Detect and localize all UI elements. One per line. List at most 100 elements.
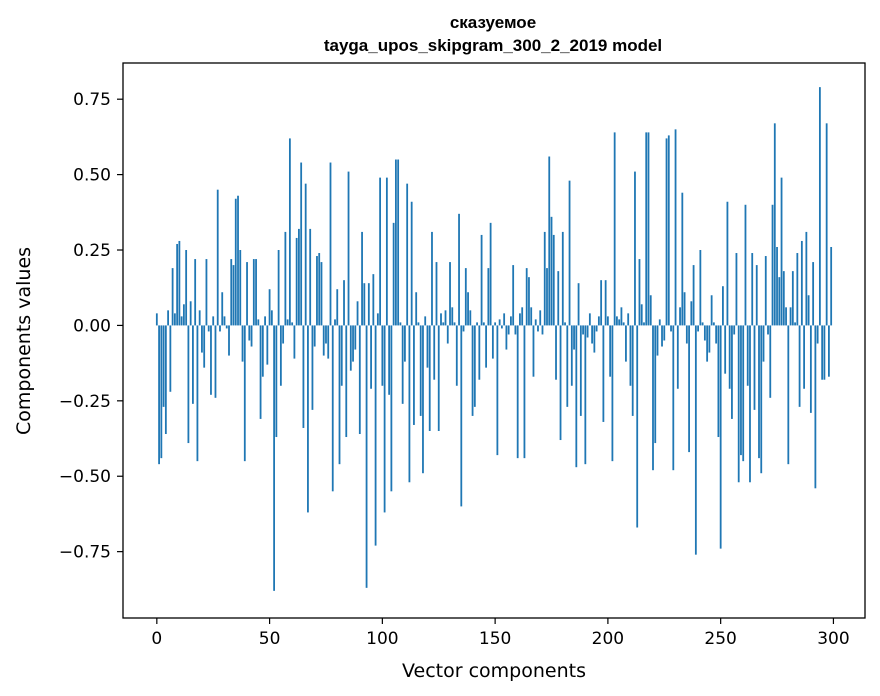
bar: [363, 283, 366, 326]
bar: [652, 325, 654, 471]
bar: [424, 316, 427, 326]
y-tick-label: −0.75: [59, 543, 111, 563]
y-tick-label: 0.00: [73, 316, 111, 336]
bar: [399, 322, 402, 326]
bar: [629, 325, 632, 386]
bar: [672, 325, 675, 471]
bar: [336, 289, 339, 326]
bar: [365, 325, 368, 588]
bar: [473, 325, 476, 407]
bar: [523, 325, 526, 459]
y-axis-ticks: −0.75 −0.50 −0.25 0.00 0.25 0.50 0.75: [59, 90, 123, 563]
x-axis-ticks: 0 50 100 150 200 250 300: [151, 618, 850, 649]
bar: [460, 325, 463, 507]
y-axis-label: Components values: [13, 247, 35, 435]
bar: [737, 325, 740, 483]
bar: [325, 325, 327, 344]
bar: [555, 325, 557, 380]
bar: [194, 259, 197, 326]
bar: [189, 301, 192, 326]
bar: [288, 138, 291, 326]
bar: [740, 325, 742, 456]
bar: [198, 310, 201, 326]
bar: [708, 325, 711, 353]
bar: [828, 325, 830, 377]
bar: [410, 201, 413, 326]
bar: [388, 325, 391, 395]
bar: [164, 325, 167, 435]
bar: [717, 325, 720, 438]
bar: [751, 253, 754, 326]
bar: [216, 189, 219, 326]
bar: [618, 319, 621, 326]
bar: [221, 292, 224, 326]
bar: [482, 322, 485, 326]
bar: [223, 316, 226, 326]
bar: [744, 204, 747, 326]
bar: [507, 325, 510, 335]
bar: [255, 259, 257, 326]
bar: [602, 325, 605, 422]
bar: [228, 325, 230, 356]
bar: [800, 240, 803, 326]
bar: [728, 325, 731, 389]
chart-subtitle: tayga_upos_skipgram_300_2_2019 model: [324, 36, 662, 55]
bar: [356, 301, 359, 326]
bar: [489, 222, 492, 326]
bar: [543, 231, 546, 326]
bar: [241, 325, 244, 362]
bar: [372, 274, 375, 326]
bar: [780, 177, 783, 326]
bar: [577, 283, 580, 326]
bar: [383, 325, 386, 513]
bar: [818, 87, 821, 326]
bar: [392, 222, 395, 326]
bar: [548, 156, 551, 326]
bar: [703, 325, 706, 341]
bar: [318, 253, 321, 326]
bar: [573, 325, 575, 350]
bar: [561, 231, 564, 326]
bar: [546, 268, 548, 326]
bar: [417, 322, 420, 326]
bar: [503, 313, 506, 326]
bar: [658, 319, 661, 326]
bar: [173, 313, 176, 326]
bar: [638, 259, 641, 326]
bar: [584, 325, 587, 465]
bar: [390, 325, 393, 492]
bar: [467, 292, 469, 326]
bar: [311, 325, 314, 410]
bar: [376, 313, 379, 326]
bar: [201, 325, 203, 353]
bar: [435, 262, 438, 326]
bar: [295, 237, 298, 326]
bar: [643, 322, 645, 326]
bar: [688, 325, 690, 453]
bar: [246, 262, 248, 326]
bar: [282, 325, 285, 344]
bar: [685, 325, 688, 344]
bar: [773, 123, 776, 326]
bar: [347, 171, 350, 326]
bar: [816, 325, 819, 344]
bar: [406, 183, 409, 326]
bar: [178, 240, 181, 326]
bar: [408, 325, 411, 483]
bar: [401, 325, 404, 404]
bar: [521, 307, 524, 326]
bar: [232, 265, 235, 326]
bar: [667, 135, 670, 326]
bar: [552, 234, 555, 326]
y-tick-label: −0.50: [59, 467, 111, 487]
bar: [259, 325, 262, 419]
bar: [613, 132, 616, 326]
bar: [462, 325, 465, 332]
bar: [654, 325, 657, 444]
bar: [726, 201, 729, 326]
bar: [210, 325, 212, 395]
bar: [771, 204, 774, 326]
bar: [284, 231, 287, 326]
bar: [807, 295, 810, 326]
